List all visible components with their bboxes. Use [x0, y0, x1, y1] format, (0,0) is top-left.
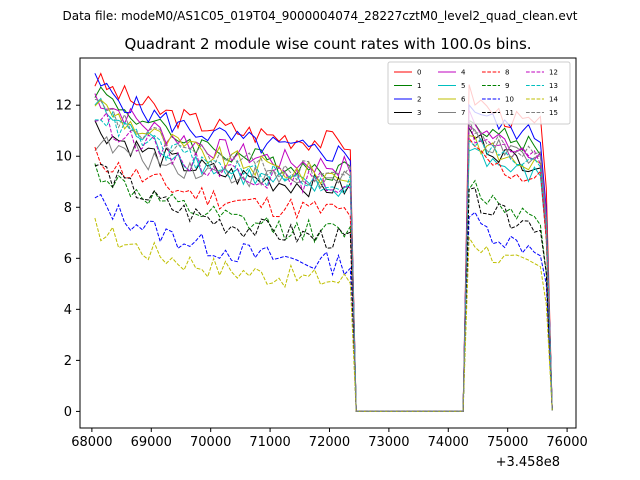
legend-label-15: 15 — [549, 109, 558, 117]
series-layer — [94, 72, 553, 412]
legend-label-7: 7 — [461, 109, 465, 117]
legend-label-9: 9 — [505, 82, 509, 90]
series-line-3 — [94, 120, 553, 412]
series-line-8 — [94, 136, 553, 412]
x-offset-label: +3.458e8 — [496, 455, 560, 470]
x-tick-label: 70000 — [190, 435, 231, 450]
y-tick-label: 8 — [64, 201, 72, 216]
series-line-7 — [94, 124, 553, 412]
series-line-12 — [94, 111, 553, 412]
x-axis: 68000 69000 70000 71000 72000 73000 74000 75000… — [71, 428, 588, 450]
legend-label-13: 13 — [549, 82, 558, 90]
legend-label-5: 5 — [461, 82, 465, 90]
y-tick-label: 2 — [64, 354, 72, 369]
legend-label-12: 12 — [549, 69, 558, 77]
legend-label-14: 14 — [549, 96, 558, 104]
legend-label-3: 3 — [417, 109, 421, 117]
chart-suptitle: Data file: modeM0/AS1C05_019T04_90000040… — [62, 9, 577, 23]
x-tick-label: 73000 — [368, 435, 409, 450]
y-tick-label: 12 — [55, 99, 72, 114]
series-line-10 — [94, 193, 553, 412]
series-line-13 — [94, 110, 553, 412]
legend-label-6: 6 — [461, 96, 466, 104]
y-tick-label: 4 — [64, 303, 72, 318]
series-line-9 — [94, 163, 553, 412]
legend-label-1: 1 — [417, 82, 421, 90]
x-tick-label: 72000 — [309, 435, 350, 450]
x-tick-label: 68000 — [71, 435, 112, 450]
legend-label-10: 10 — [505, 96, 514, 104]
y-tick-label: 0 — [64, 405, 72, 420]
legend-label-4: 4 — [461, 69, 466, 77]
series-line-15 — [94, 98, 553, 412]
y-tick-label: 6 — [64, 252, 72, 267]
x-tick-label: 71000 — [249, 435, 290, 450]
x-tick-label: 74000 — [428, 435, 469, 450]
series-line-14 — [94, 217, 553, 412]
legend-label-8: 8 — [505, 69, 509, 77]
series-line-6 — [94, 99, 553, 412]
y-tick-label: 10 — [55, 150, 72, 165]
legend-label-2: 2 — [417, 96, 421, 104]
x-tick-label: 69000 — [131, 435, 172, 450]
legend-label-0: 0 — [417, 69, 421, 77]
legend-box — [387, 61, 571, 125]
x-tick-label: 75000 — [487, 435, 528, 450]
chart-title: Quadrant 2 module wise count rates with … — [124, 35, 531, 53]
y-axis: 0 2 4 6 8 10 12 — [55, 99, 80, 420]
plot-frame — [79, 57, 577, 429]
x-tick-label: 76000 — [546, 435, 587, 450]
legend-label-11: 11 — [505, 109, 514, 117]
series-line-11 — [94, 163, 553, 412]
